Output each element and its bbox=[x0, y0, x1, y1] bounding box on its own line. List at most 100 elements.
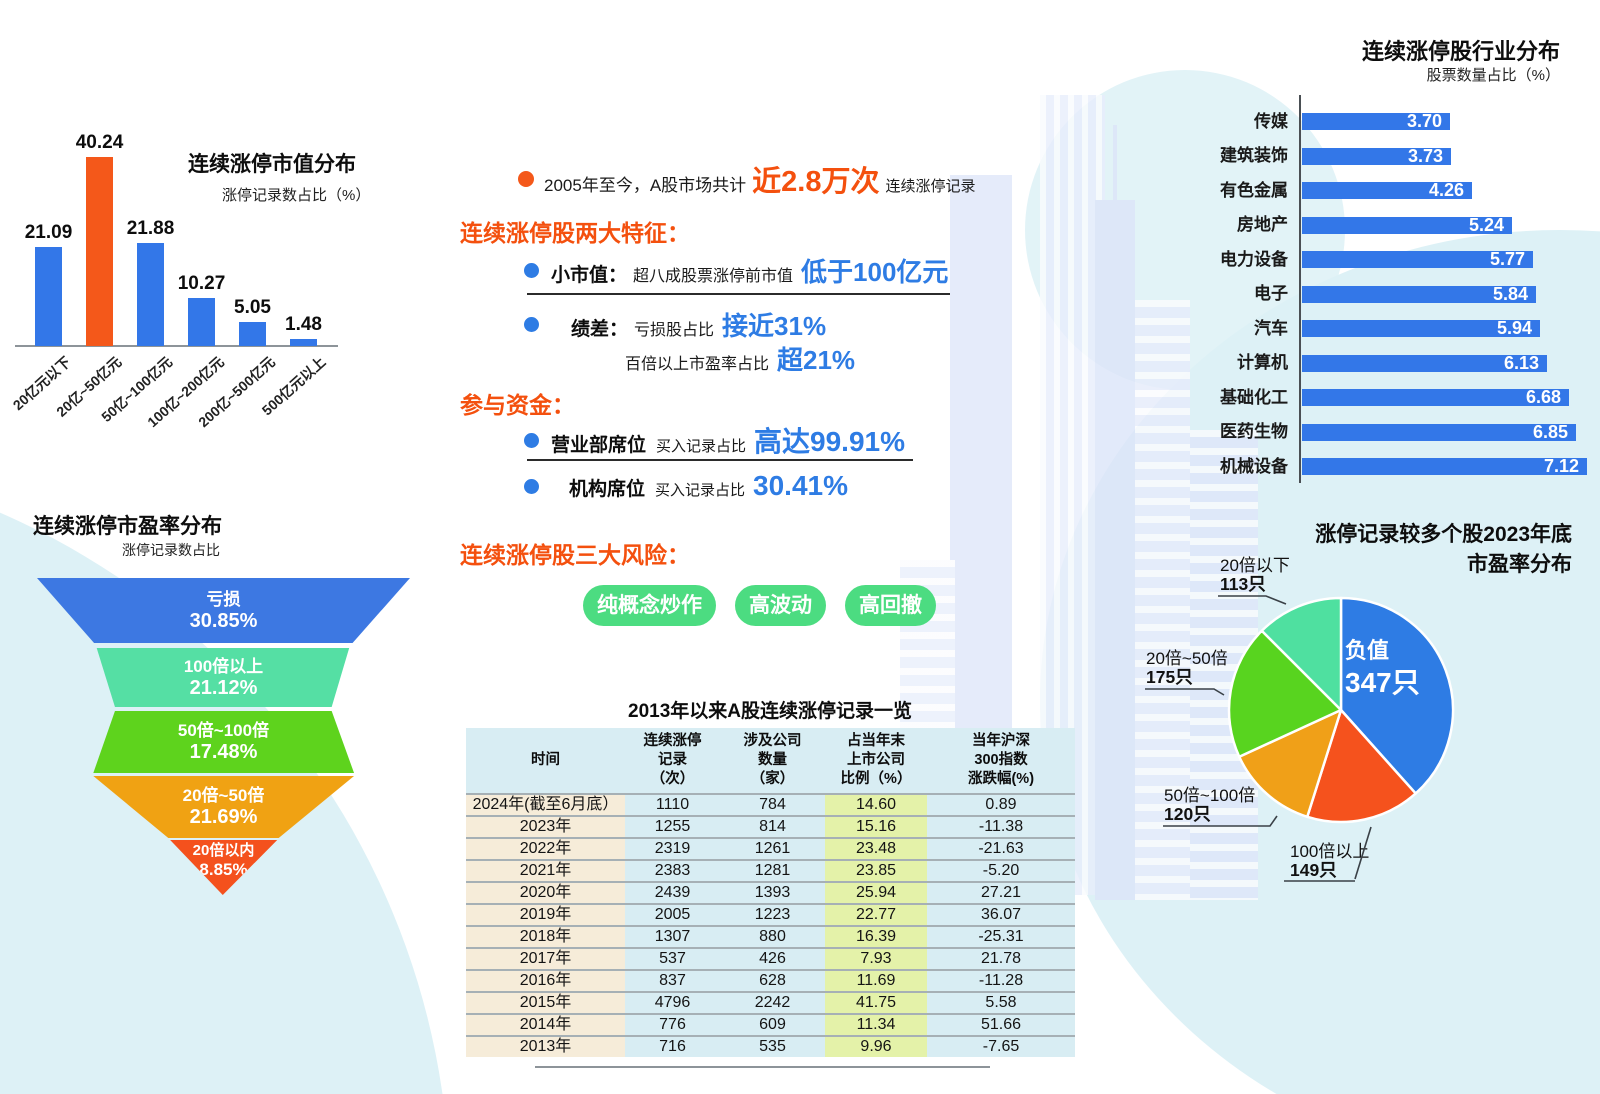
table-cell: 2022年 bbox=[466, 837, 625, 860]
table-row: 2023年 1255 814 15.16 -11.38 bbox=[466, 815, 1075, 838]
feature2-desc: 亏损股占比 bbox=[634, 322, 715, 339]
pie-label-count: 149只 bbox=[1290, 860, 1337, 880]
industry-bar: 5.94 bbox=[1302, 318, 1540, 338]
industry-bar: 5.24 bbox=[1302, 214, 1512, 235]
industry-chart-title: 连续涨停股行业分布 bbox=[1361, 39, 1560, 64]
records-table-title: 2013年以来A股连续涨停记录一览 bbox=[628, 701, 912, 722]
industry-bar-value: 4.26 bbox=[1428, 180, 1464, 200]
table-cell: 2242 bbox=[720, 991, 825, 1014]
table-cell: 2018年 bbox=[466, 925, 625, 948]
industry-category-label: 房地产 bbox=[1237, 215, 1288, 234]
pie-label-count: 120只 bbox=[1164, 804, 1211, 824]
table-row: 2017年 537 426 7.93 21.78 bbox=[466, 947, 1075, 970]
table-cell: 609 bbox=[720, 1013, 825, 1036]
industry-bar-value: 5.24 bbox=[1468, 214, 1504, 235]
market-cap-bar-value: 10.27 bbox=[177, 273, 226, 294]
table-cell: 21.78 bbox=[927, 947, 1075, 970]
table-row: 2020年 2439 1393 25.94 27.21 bbox=[466, 881, 1075, 904]
funnel-segment-value: 8.85% bbox=[199, 860, 248, 879]
table-cell: 7.93 bbox=[825, 947, 927, 970]
risk-pills: 纯概念炒作 高波动 高回撤 bbox=[583, 585, 936, 626]
table-row: 2022年 2319 1261 23.48 -21.63 bbox=[466, 837, 1075, 860]
market-cap-chart-subtitle: 涨停记录数占比（%） bbox=[222, 187, 371, 204]
features-heading: 连续涨停股两大特征： bbox=[460, 220, 690, 246]
feature2-label: 绩差： bbox=[571, 319, 629, 340]
table-header-cell: 占当年末 上市公司 比例（%） bbox=[825, 728, 927, 794]
table-cell: 784 bbox=[720, 793, 825, 816]
funnel-segment: 50倍~100倍 17.48% bbox=[93, 711, 355, 773]
industry-category-label: 电子 bbox=[1254, 284, 1288, 303]
market-cap-bar bbox=[35, 247, 62, 346]
table-cell: 41.75 bbox=[825, 991, 927, 1014]
table-cell: 1307 bbox=[625, 925, 720, 948]
table-header-cell: 连续涨停 记录 （次） bbox=[625, 728, 720, 794]
table-cell: -5.20 bbox=[927, 859, 1075, 882]
table-cell: 4796 bbox=[625, 991, 720, 1014]
pie-slice bbox=[1306, 708, 1417, 824]
table-cell: 2015年 bbox=[466, 991, 625, 1014]
funds-item-brokerage: 营业部席位 买入记录占比 高达99.91% bbox=[524, 420, 905, 460]
risk-pill: 高波动 bbox=[735, 585, 826, 626]
funnel-segment-value: 21.69% bbox=[189, 806, 258, 828]
industry-bar-value: 5.94 bbox=[1496, 318, 1532, 338]
table-cell: 9.96 bbox=[825, 1035, 927, 1057]
market-cap-bar-value: 21.88 bbox=[126, 218, 175, 239]
funnel-segment-label: 亏损 bbox=[206, 589, 241, 609]
table-cell: 2005 bbox=[625, 903, 720, 926]
feature-item-poor-performance: 绩差： 亏损股占比 接近31% bbox=[524, 306, 826, 343]
pe-funnel-title: 连续涨停市盈率分布 bbox=[33, 515, 222, 538]
industry-category-label: 传媒 bbox=[1254, 111, 1288, 131]
table-cell: -25.31 bbox=[927, 925, 1075, 948]
funnel-segment: 100倍以上 21.12% bbox=[96, 648, 350, 707]
table-cell: 22.77 bbox=[825, 903, 927, 926]
market-cap-axis-line bbox=[15, 345, 338, 347]
divider-line bbox=[527, 459, 913, 461]
table-cell: 2023年 bbox=[466, 815, 625, 838]
table-cell: 25.94 bbox=[825, 881, 927, 904]
table-row: 2016年 837 628 11.69 -11.28 bbox=[466, 969, 1075, 992]
table-cell: 814 bbox=[720, 815, 825, 838]
pie-slice bbox=[1237, 708, 1343, 819]
table-row: 2019年 2005 1223 22.77 36.07 bbox=[466, 903, 1075, 926]
market-cap-bar-value: 1.48 bbox=[285, 314, 322, 335]
pie-slice bbox=[1260, 596, 1343, 712]
funnel-segment-value: 17.48% bbox=[189, 741, 258, 763]
industry-category-label: 基础化工 bbox=[1220, 387, 1288, 407]
feature2-desc2: 百倍以上市盈率占比 bbox=[625, 356, 770, 373]
pie-chart-title-line2: 市盈率分布 bbox=[1467, 553, 1572, 576]
industry-chart-subtitle: 股票数量占比（%） bbox=[1426, 67, 1560, 84]
table-cell: 2019年 bbox=[466, 903, 625, 926]
industry-category-label: 有色金属 bbox=[1220, 180, 1288, 200]
table-row: 2014年 776 609 11.34 51.66 bbox=[466, 1013, 1075, 1036]
table-row: 2021年 2383 1281 23.85 -5.20 bbox=[466, 859, 1075, 882]
table-cell: 27.21 bbox=[927, 881, 1075, 904]
industry-bar: 5.84 bbox=[1302, 283, 1536, 304]
table-cell: 1255 bbox=[625, 815, 720, 838]
risk-pill: 高回撤 bbox=[845, 585, 936, 626]
funnel-segment-label: 20倍以内 bbox=[192, 842, 255, 859]
table-cell: 2013年 bbox=[466, 1035, 625, 1057]
feature2-highlight2: 超21% bbox=[777, 345, 856, 375]
industry-bar-value: 5.77 bbox=[1489, 249, 1525, 269]
market-cap-bar bbox=[239, 322, 266, 346]
table-cell: 537 bbox=[625, 947, 720, 970]
industry-bar: 6.13 bbox=[1302, 354, 1547, 372]
funnel-segment: 亏损 30.85% bbox=[37, 578, 410, 643]
pie-external-label: 50倍~100倍 120只 bbox=[1164, 786, 1255, 824]
table-row: 2024年(截至6月底） 1110 784 14.60 0.89 bbox=[466, 793, 1075, 816]
industry-bar-value: 5.84 bbox=[1492, 283, 1528, 304]
risks-heading: 连续涨停股三大风险： bbox=[460, 542, 690, 568]
table-cell: 1393 bbox=[720, 881, 825, 904]
pie-external-label: 20倍~50倍 175只 bbox=[1146, 649, 1228, 687]
pie-slice bbox=[1339, 596, 1455, 795]
table-cell: 2016年 bbox=[466, 969, 625, 992]
pe-funnel-subtitle: 涨停记录数占比 bbox=[122, 542, 220, 558]
funds2-desc: 买入记录占比 bbox=[655, 482, 746, 499]
market-cap-bar bbox=[137, 243, 164, 346]
table-cell: 0.89 bbox=[927, 793, 1075, 816]
table-cell: 51.66 bbox=[927, 1013, 1075, 1036]
pe-pie-chart bbox=[1223, 592, 1459, 828]
table-header-cell: 涉及公司 数量 （家） bbox=[720, 728, 825, 794]
feature1-desc: 超八成股票涨停前市值 bbox=[633, 268, 794, 285]
table-bottom-rule bbox=[535, 1066, 990, 1068]
